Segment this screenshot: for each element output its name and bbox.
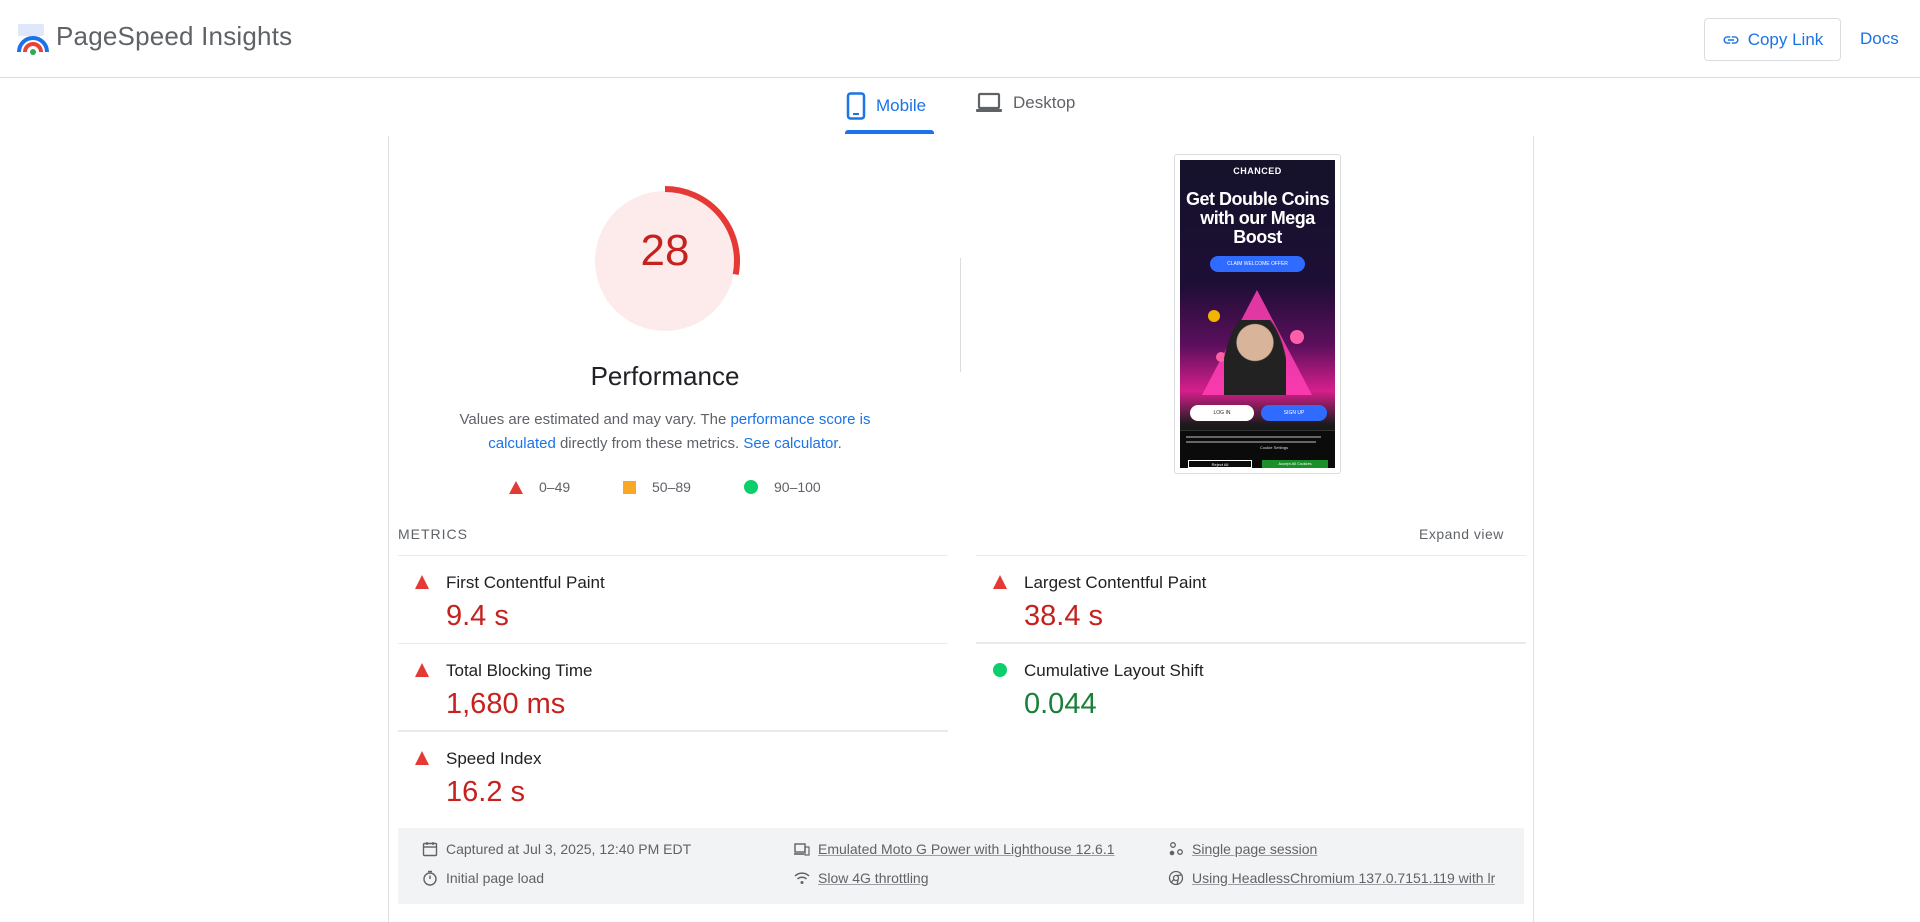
initial-load-text: Initial page load — [446, 870, 545, 886]
tab-desktop-label: Desktop — [1013, 93, 1076, 112]
legend-average-label: 50–89 — [652, 479, 691, 495]
wifi-icon — [794, 872, 810, 884]
report-card — [388, 136, 1534, 922]
devices-icon — [794, 843, 810, 856]
triangle-icon — [993, 575, 1007, 589]
metric-divider — [976, 642, 1526, 643]
screenshot-coin — [1290, 330, 1304, 344]
triangle-icon — [415, 751, 429, 765]
square-icon — [623, 480, 636, 494]
triangle-icon — [415, 575, 429, 589]
metric-lcp: Largest Contentful Paint 38.4 s — [976, 555, 1526, 643]
metric-value: 38.4 s — [1024, 600, 1103, 632]
metric-fcp: First Contentful Paint 9.4 s — [398, 555, 948, 643]
legend-good: 90–100 — [744, 479, 821, 495]
copy-link-button[interactable]: Copy Link — [1704, 18, 1841, 61]
captured-text: Captured at Jul 3, 2025, 12:40 PM EDT — [446, 841, 692, 857]
screenshot-login: LOG IN — [1190, 405, 1254, 421]
captured-at: Captured at Jul 3, 2025, 12:40 PM EDT — [422, 841, 691, 857]
screenshot-cta: CLAIM WELCOME OFFER — [1210, 256, 1305, 272]
metric-value: 1,680 ms — [446, 688, 566, 720]
cookie-text-line — [1186, 436, 1321, 438]
legend-average: 50–89 — [623, 479, 691, 495]
single-page-session[interactable]: Single page session — [1168, 841, 1317, 857]
metrics-left-column: First Contentful Paint 9.4 s Total Block… — [398, 555, 948, 819]
initial-page-load: Initial page load — [422, 870, 544, 886]
desc-mid: directly from these metrics. — [555, 435, 744, 452]
desc-prefix: Values are estimated and may vary. The — [459, 411, 731, 428]
app-title[interactable]: PageSpeed Insights — [56, 21, 293, 51]
tab-mobile-label: Mobile — [876, 96, 927, 115]
cookie-settings-text: Cookie Settings — [1260, 445, 1289, 450]
throttling-text[interactable]: Slow 4G throttling — [818, 870, 929, 886]
performance-score-calculated-link[interactable]: performance score is calculated — [488, 411, 871, 452]
metric-divider — [398, 730, 948, 731]
performance-gauge — [595, 186, 740, 331]
tab-desktop[interactable]: Desktop — [975, 92, 1075, 114]
timer-icon — [423, 870, 437, 886]
circle-icon — [744, 480, 758, 494]
gauge-arc — [664, 186, 740, 276]
metric-value: 0.044 — [1024, 688, 1097, 720]
active-tab-indicator — [845, 130, 934, 134]
circle-icon — [993, 663, 1007, 677]
gauge-background — [595, 191, 735, 331]
triangle-icon — [415, 663, 429, 677]
screenshot-logo: CHANCED — [1233, 166, 1282, 176]
screenshot-headline: Get Double Coins with our Mega Boost — [1185, 189, 1330, 247]
device-tabs: Mobile Desktop — [0, 78, 1920, 136]
screenshot-coin — [1208, 310, 1220, 322]
tab-mobile[interactable]: Mobile — [846, 92, 926, 120]
pagespeed-logo-icon[interactable] — [16, 22, 50, 56]
metric-cls: Cumulative Layout Shift 0.044 — [976, 643, 1526, 731]
legend-good-label: 90–100 — [774, 479, 821, 495]
metric-name: Largest Contentful Paint — [1024, 573, 1207, 592]
see-calculator-link[interactable]: See calculator. — [743, 435, 842, 452]
cookie-text-line — [1186, 441, 1316, 443]
legend-poor: 0–49 — [509, 479, 570, 495]
copy-link-label: Copy Link — [1747, 29, 1824, 49]
triangle-icon — [509, 480, 523, 494]
screenshot-accept: Accept All Cookies — [1262, 460, 1328, 468]
emulated-device[interactable]: Emulated Moto G Power with Lighthouse 12… — [794, 841, 1115, 857]
metric-si: Speed Index 16.2 s — [398, 731, 948, 819]
screenshot-signup: SIGN UP — [1261, 405, 1327, 421]
calendar-icon — [422, 842, 438, 857]
browser-version[interactable]: Using HeadlessChromium 137.0.7151.119 wi… — [1168, 870, 1495, 886]
metric-value: 16.2 s — [446, 776, 525, 808]
runtime-settings: Captured at Jul 3, 2025, 12:40 PM EDT In… — [398, 828, 1524, 904]
screenshot-coin — [1216, 352, 1226, 362]
app-header: PageSpeed Insights Copy Link Docs — [0, 0, 1920, 78]
link-icon — [1723, 35, 1739, 44]
metric-name: Total Blocking Time — [446, 661, 593, 680]
smartphone-icon — [846, 92, 866, 120]
chrome-icon — [1168, 870, 1184, 886]
laptop-icon — [976, 92, 1002, 112]
performance-score: 28 — [640, 226, 690, 275]
metric-tbt: Total Blocking Time 1,680 ms — [398, 643, 948, 731]
metrics-heading: METRICS — [398, 526, 468, 542]
screenshot-person — [1224, 320, 1286, 395]
metric-value: 9.4 s — [446, 600, 509, 632]
vertical-divider — [960, 258, 961, 372]
performance-title: Performance — [590, 361, 740, 391]
network-throttling[interactable]: Slow 4G throttling — [794, 870, 929, 886]
performance-description: Values are estimated and may vary. The p… — [440, 408, 890, 456]
session-text[interactable]: Single page session — [1192, 841, 1318, 857]
metric-name: Cumulative Layout Shift — [1024, 661, 1204, 680]
metric-name: Speed Index — [446, 749, 542, 768]
final-screenshot[interactable]: CHANCED Get Double Coins with our Mega B… — [1174, 154, 1341, 474]
screenshot-image: CHANCED Get Double Coins with our Mega B… — [1180, 160, 1335, 468]
screenshot-reject: Reject All — [1188, 460, 1252, 468]
session-icon — [1169, 842, 1183, 856]
expand-view-toggle[interactable]: Expand view — [1419, 526, 1504, 542]
docs-link[interactable]: Docs — [1860, 29, 1899, 48]
emulated-text[interactable]: Emulated Moto G Power with Lighthouse 12… — [818, 841, 1115, 857]
metric-name: First Contentful Paint — [446, 573, 605, 592]
legend-poor-label: 0–49 — [539, 479, 571, 495]
metrics-right-column: Largest Contentful Paint 38.4 s Cumulati… — [976, 555, 1526, 731]
browser-text[interactable]: Using HeadlessChromium 137.0.7151.119 wi… — [1192, 870, 1496, 886]
screenshot-cookie-banner: Cookie Settings Reject All Accept All Co… — [1180, 430, 1335, 468]
